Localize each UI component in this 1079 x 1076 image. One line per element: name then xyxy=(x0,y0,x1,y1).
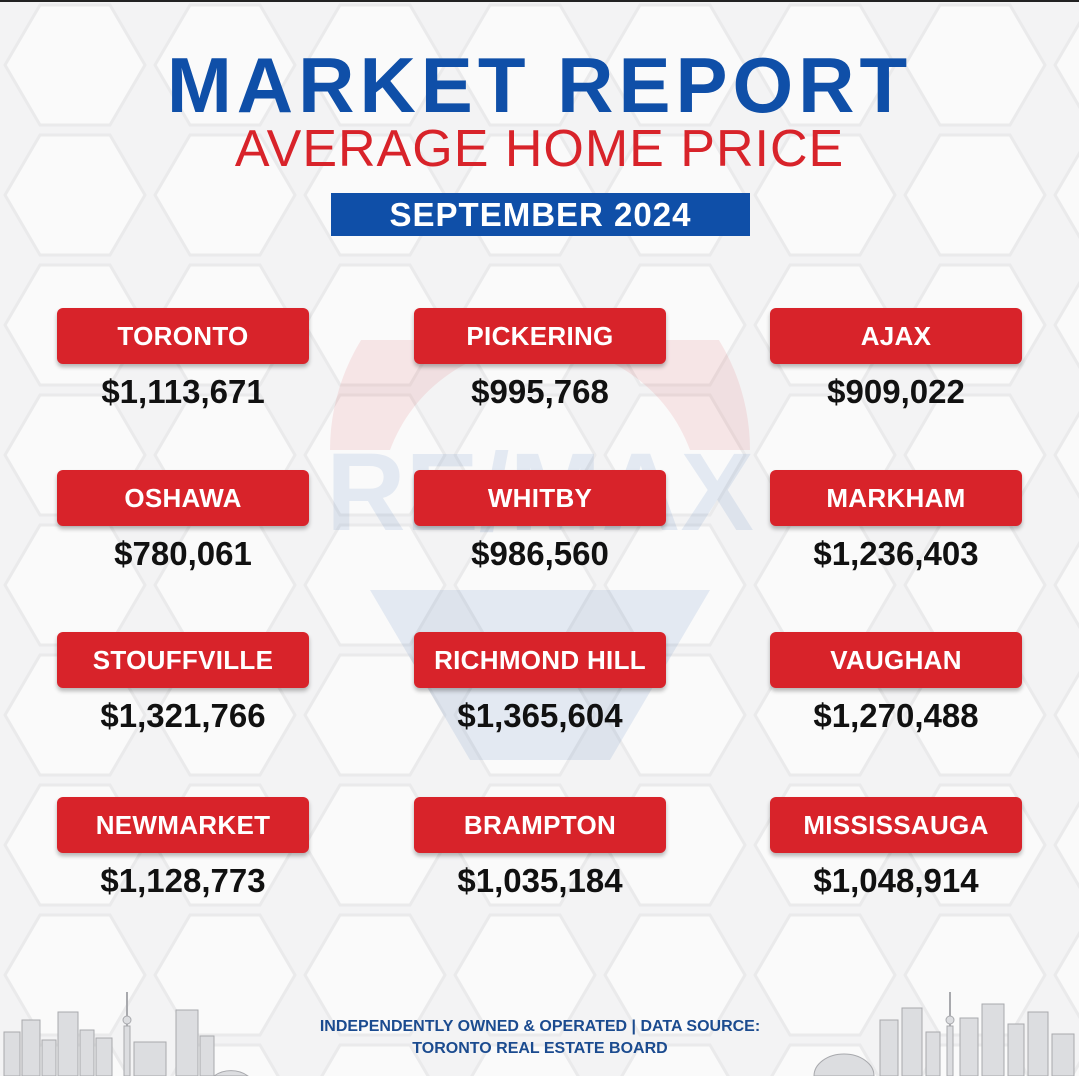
city-label: NEWMARKET xyxy=(57,797,309,853)
city-label: PICKERING xyxy=(414,308,666,364)
city-label: MISSISSAUGA xyxy=(770,797,1022,853)
city-price: $1,270,488 xyxy=(813,697,979,734)
city-price: $995,768 xyxy=(471,373,609,410)
top-border xyxy=(0,0,1079,2)
city-card-vaughan: VAUGHAN $1,270,488 xyxy=(770,632,1022,734)
city-price: $1,128,773 xyxy=(100,862,266,899)
city-card-newmarket: NEWMARKET $1,128,773 xyxy=(57,797,309,899)
city-price: $1,236,403 xyxy=(813,535,979,572)
city-price: $1,048,914 xyxy=(813,862,979,899)
city-card-richmond-hill: RICHMOND HILL $1,365,604 xyxy=(414,632,666,734)
city-price: $780,061 xyxy=(114,535,252,572)
city-card-oshawa: OSHAWA $780,061 xyxy=(57,470,309,572)
city-label: MARKHAM xyxy=(770,470,1022,526)
city-label: WHITBY xyxy=(414,470,666,526)
skyline-right-icon xyxy=(813,992,1075,1076)
city-card-stouffville: STOUFFVILLE $1,321,766 xyxy=(57,632,309,734)
city-card-markham: MARKHAM $1,236,403 xyxy=(770,470,1022,572)
footer-line-1: INDEPENDENTLY OWNED & OPERATED | DATA SO… xyxy=(319,1018,761,1035)
city-label: RICHMOND HILL xyxy=(414,632,666,688)
city-card-whitby: WHITBY $986,560 xyxy=(414,470,666,572)
skyline-left-icon xyxy=(3,992,249,1076)
city-price: $1,321,766 xyxy=(100,697,266,734)
city-label: BRAMPTON xyxy=(414,797,666,853)
city-label: OSHAWA xyxy=(57,470,309,526)
city-label: TORONTO xyxy=(57,308,309,364)
footer-disclaimer: INDEPENDENTLY OWNED & OPERATED | DATA SO… xyxy=(240,1016,840,1060)
period-badge: SEPTEMBER 2024 xyxy=(331,193,750,236)
city-price: $986,560 xyxy=(471,535,609,572)
city-card-pickering: PICKERING $995,768 xyxy=(414,308,666,410)
city-card-ajax: AJAX $909,022 xyxy=(770,308,1022,410)
page-title: MARKET REPORT xyxy=(166,41,913,129)
city-price: $909,022 xyxy=(827,373,965,410)
city-card-toronto: TORONTO $1,113,671 xyxy=(57,308,309,410)
footer-line-2: TORONTO REAL ESTATE BOARD xyxy=(412,1040,668,1057)
city-price: $1,035,184 xyxy=(457,862,623,899)
city-price: $1,365,604 xyxy=(457,697,623,734)
city-card-brampton: BRAMPTON $1,035,184 xyxy=(414,797,666,899)
page-subtitle: AVERAGE HOME PRICE xyxy=(234,120,845,178)
city-label: VAUGHAN xyxy=(770,632,1022,688)
city-price: $1,113,671 xyxy=(101,373,265,410)
city-card-mississauga: MISSISSAUGA $1,048,914 xyxy=(770,797,1022,899)
city-label: STOUFFVILLE xyxy=(57,632,309,688)
city-label: AJAX xyxy=(770,308,1022,364)
